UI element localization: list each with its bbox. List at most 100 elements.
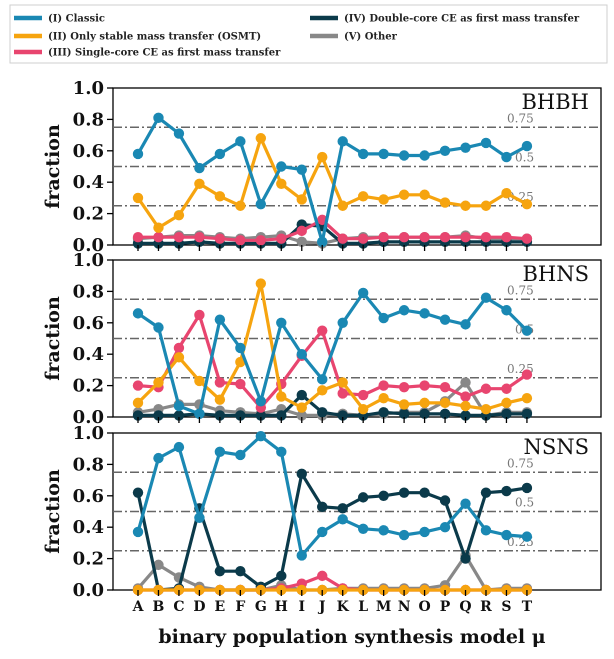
- data-point: [276, 161, 287, 172]
- y-tick-label: 0.2: [73, 204, 104, 225]
- y-tick-label: 0.8: [73, 109, 104, 130]
- data-point: [173, 209, 185, 221]
- data-point: [460, 200, 471, 211]
- data-point: [194, 512, 205, 523]
- series-1: [132, 287, 533, 420]
- data-point: [173, 400, 185, 412]
- data-point: [480, 200, 492, 211]
- data-point: [337, 136, 348, 147]
- data-point: [276, 410, 287, 421]
- legend: (I) Classic (II) Only stable mass transfe…: [9, 4, 608, 64]
- y-tick-label: 0.0: [73, 407, 104, 428]
- x-tick-label: G: [255, 599, 267, 615]
- y-axis-label: fraction: [42, 124, 64, 209]
- panel-title: NSNS: [523, 435, 589, 459]
- data-point: [317, 325, 328, 336]
- data-point: [296, 402, 307, 413]
- data-point: [194, 375, 205, 387]
- data-point: [337, 200, 348, 211]
- data-point: [194, 408, 205, 420]
- data-point: [296, 164, 307, 175]
- x-tick-label: E: [215, 599, 226, 615]
- x-tick-label: O: [418, 599, 430, 615]
- data-point: [337, 317, 348, 328]
- data-point: [173, 342, 185, 354]
- y-tick-label: 0.4: [73, 517, 104, 538]
- y-tick-label: 0.2: [73, 549, 104, 570]
- data-point: [398, 529, 410, 541]
- data-point: [357, 523, 369, 534]
- y-tick-label: 0.4: [73, 344, 104, 365]
- x-tick-label: L: [358, 599, 368, 615]
- y-tick-label: 0.8: [73, 281, 104, 302]
- data-point: [214, 314, 226, 325]
- data-point: [255, 235, 267, 246]
- data-point: [276, 391, 287, 402]
- data-point: [276, 317, 287, 328]
- data-point: [255, 278, 267, 289]
- data-point: [214, 446, 226, 458]
- data-point: [521, 325, 533, 336]
- data-point: [214, 377, 226, 388]
- data-point: [419, 397, 430, 409]
- data-point: [357, 148, 369, 160]
- data-point: [501, 383, 512, 394]
- data-point: [378, 148, 389, 160]
- reference-label: 0.5: [515, 496, 534, 510]
- x-tick-label: N: [398, 599, 411, 615]
- data-point: [521, 198, 533, 210]
- data-point: [398, 408, 410, 420]
- data-point: [378, 312, 389, 324]
- data-point: [132, 148, 144, 160]
- data-point: [378, 490, 389, 501]
- series-1: [132, 430, 533, 561]
- data-point: [480, 403, 492, 415]
- panel-bhbh: 0.750.50.250.00.20.40.60.81.0BHBHfractio…: [42, 78, 602, 256]
- reference-label: 0.75: [507, 111, 534, 125]
- data-point: [378, 392, 389, 404]
- data-point: [501, 151, 512, 163]
- y-tick-label: 0.8: [73, 454, 104, 475]
- reference-label: 0.75: [507, 283, 534, 297]
- x-tick-label: F: [235, 599, 245, 615]
- data-point: [173, 410, 185, 421]
- data-point: [460, 410, 471, 421]
- data-point: [439, 314, 451, 325]
- data-point: [439, 197, 451, 208]
- data-point: [173, 441, 185, 453]
- data-point: [521, 392, 533, 404]
- data-point: [398, 231, 410, 243]
- data-point: [480, 137, 492, 149]
- data-point: [132, 526, 144, 538]
- data-point: [214, 191, 226, 202]
- data-point: [317, 385, 328, 396]
- legend-label: (II) Only stable mass transfer (OSMT): [48, 32, 261, 43]
- data-point: [132, 192, 144, 204]
- data-point: [398, 150, 410, 161]
- x-tick-label: S: [501, 599, 511, 615]
- data-point: [132, 308, 144, 319]
- x-tick-label: P: [440, 599, 451, 615]
- data-point: [439, 145, 451, 156]
- data-point: [521, 482, 533, 494]
- data-point: [173, 231, 185, 243]
- data-point: [153, 377, 164, 388]
- y-tick-label: 1.0: [73, 423, 104, 444]
- data-point: [378, 407, 389, 418]
- data-point: [460, 400, 471, 412]
- data-point: [153, 222, 164, 233]
- data-point: [255, 198, 267, 210]
- data-point: [419, 308, 430, 319]
- data-point: [235, 200, 246, 211]
- data-point: [235, 449, 246, 461]
- x-tick-label: M: [376, 599, 392, 615]
- data-point: [439, 231, 451, 243]
- data-point: [235, 356, 246, 368]
- x-tick-label: C: [173, 599, 184, 615]
- data-point: [521, 233, 533, 244]
- data-point: [194, 309, 205, 321]
- y-tick-label: 0.6: [73, 313, 104, 334]
- x-axis-label: binary population synthesis model μ: [158, 626, 545, 648]
- data-point: [337, 377, 348, 388]
- data-point: [173, 128, 185, 139]
